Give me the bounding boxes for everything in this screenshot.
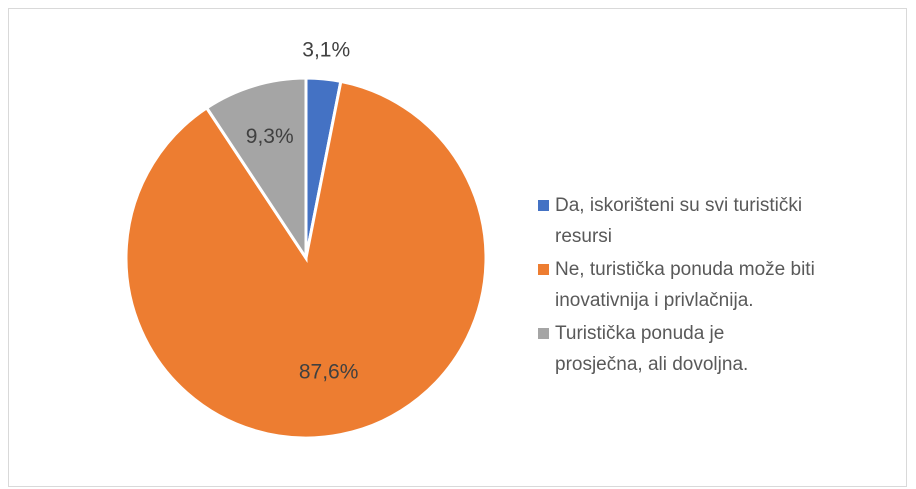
legend-swatch xyxy=(538,264,549,275)
legend-entry: Ne, turistička ponuda može biti inovativ… xyxy=(538,254,908,316)
legend-swatch xyxy=(538,200,549,211)
legend: Da, iskorišteni su svi turistički resurs… xyxy=(538,190,908,382)
data-label: 3,1% xyxy=(302,39,350,62)
legend-label: Turistička ponuda je prosječna, ali dovo… xyxy=(555,323,749,375)
legend-label: Ne, turistička ponuda može biti inovativ… xyxy=(555,259,815,311)
data-label: 9,3% xyxy=(246,125,294,148)
legend-label: Da, iskorišteni su svi turistički resurs… xyxy=(555,195,803,247)
legend-entry: Da, iskorišteni su svi turistički resurs… xyxy=(538,190,908,252)
legend-swatch xyxy=(538,328,549,339)
chart-frame xyxy=(8,8,907,487)
legend-entry: Turistička ponuda je prosječna, ali dovo… xyxy=(538,318,908,380)
data-label: 87,6% xyxy=(299,360,359,383)
pie-slice xyxy=(204,76,308,263)
